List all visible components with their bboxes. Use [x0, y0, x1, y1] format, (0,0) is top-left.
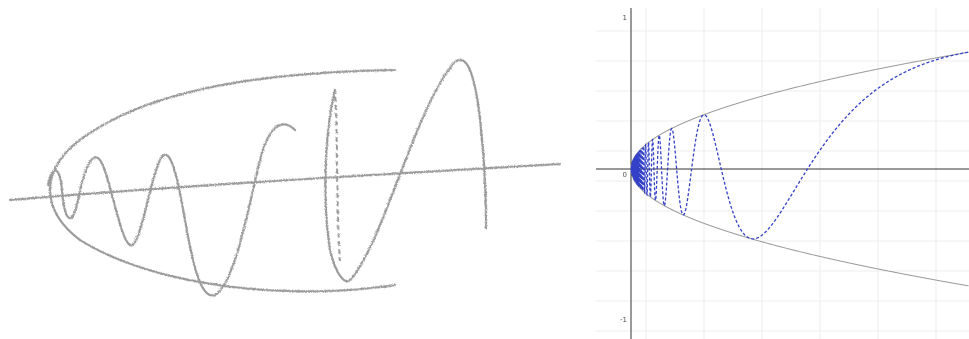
tick-label: 1	[623, 14, 627, 22]
screen: 1 0 -1	[0, 0, 969, 339]
tick-label: -1	[620, 316, 627, 324]
tick-label: 0	[623, 171, 627, 179]
page: 1 0 -1 (() => { const data = JSON.parse(…	[0, 0, 969, 339]
